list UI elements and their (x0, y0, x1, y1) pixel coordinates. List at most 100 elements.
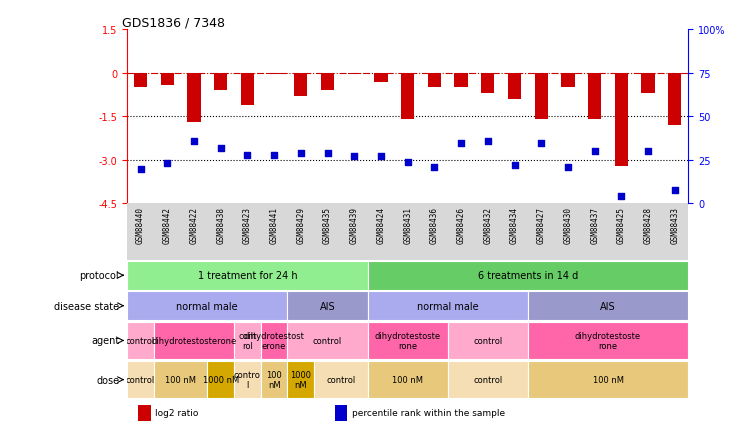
Point (589, 148, 601, 155)
Text: 100 nM: 100 nM (392, 375, 423, 384)
Bar (401, 74, 414, 120)
Text: GSM88427: GSM88427 (537, 207, 546, 244)
Point (669, 187, 681, 194)
Text: GSM88436: GSM88436 (430, 207, 439, 244)
Bar (528, 361, 688, 398)
Point (215, 145, 227, 152)
Text: 1000
nM: 1000 nM (290, 370, 311, 389)
Bar (668, 74, 681, 126)
Bar (367, 291, 528, 321)
Text: GSM88431: GSM88431 (403, 207, 412, 244)
Bar (127, 291, 287, 321)
Text: control: control (313, 336, 342, 345)
Bar (615, 74, 628, 166)
Text: control: control (473, 375, 503, 384)
Text: GSM88426: GSM88426 (456, 207, 465, 244)
Bar (588, 74, 601, 120)
Bar (294, 74, 307, 97)
Text: GSM88428: GSM88428 (643, 207, 652, 244)
Bar (127, 322, 154, 359)
Text: GSM88440: GSM88440 (136, 207, 145, 244)
Text: dihydrotestoste
rone: dihydrotestoste rone (575, 331, 641, 350)
Bar (528, 322, 688, 359)
Text: GSM88430: GSM88430 (563, 207, 572, 244)
Text: GDS1836 / 7348: GDS1836 / 7348 (121, 16, 224, 29)
Text: 1 treatment for 24 h: 1 treatment for 24 h (197, 271, 297, 280)
Bar (535, 74, 548, 120)
Text: control: control (326, 375, 355, 384)
Text: AIS: AIS (319, 301, 335, 311)
Bar (321, 74, 334, 91)
Text: GSM88422: GSM88422 (189, 207, 198, 244)
Bar (287, 322, 367, 359)
Point (509, 162, 521, 169)
Point (322, 150, 334, 157)
Text: GSM88442: GSM88442 (163, 207, 172, 244)
Text: GSM88441: GSM88441 (269, 207, 278, 244)
Text: control: control (126, 375, 155, 384)
Bar (234, 361, 261, 398)
Text: dihydrotestost
erone: dihydrotestost erone (244, 331, 304, 350)
Point (135, 166, 147, 173)
Bar (448, 322, 528, 359)
Bar (642, 74, 654, 94)
Text: contro
l: contro l (234, 370, 261, 389)
Point (536, 140, 548, 147)
Text: agent: agent (91, 336, 119, 345)
Text: control: control (126, 336, 155, 345)
Bar (374, 74, 387, 82)
Point (349, 154, 361, 161)
Bar (528, 291, 688, 321)
Text: GSM88429: GSM88429 (296, 207, 305, 244)
Text: dihydrotestoste
rone: dihydrotestoste rone (375, 331, 441, 350)
Text: GSM88434: GSM88434 (510, 207, 519, 244)
Point (402, 159, 414, 166)
Bar (241, 74, 254, 105)
Bar (335, 405, 347, 421)
Bar (314, 361, 367, 398)
Text: normal male: normal male (417, 301, 479, 311)
Point (268, 152, 280, 159)
Text: GSM88425: GSM88425 (617, 207, 626, 244)
Point (242, 152, 254, 159)
Bar (154, 361, 207, 398)
Bar (234, 322, 261, 359)
Bar (207, 361, 234, 398)
Bar (261, 361, 287, 398)
Point (375, 154, 387, 161)
Text: dihydrotestosterone: dihydrotestosterone (151, 336, 236, 345)
Text: GSM88439: GSM88439 (350, 207, 359, 244)
Bar (214, 74, 227, 91)
Bar (508, 74, 521, 100)
Text: 100 nM: 100 nM (592, 375, 624, 384)
Bar (261, 322, 287, 359)
Bar (367, 322, 448, 359)
Bar (455, 74, 468, 88)
Bar (138, 405, 151, 421)
Point (162, 161, 174, 168)
Bar (154, 322, 234, 359)
Point (295, 150, 307, 157)
Point (429, 164, 441, 171)
Bar (134, 74, 147, 88)
Text: GSM88433: GSM88433 (670, 207, 679, 244)
Text: cont
rol: cont rol (238, 331, 257, 350)
Bar (287, 291, 367, 321)
Bar (127, 361, 154, 398)
Point (562, 164, 574, 171)
Text: GSM88423: GSM88423 (243, 207, 252, 244)
Text: 100
nM: 100 nM (266, 370, 282, 389)
Point (482, 138, 494, 145)
Bar (187, 74, 200, 123)
Text: 100 nM: 100 nM (165, 375, 196, 384)
Text: disease state: disease state (54, 301, 119, 311)
Text: AIS: AIS (600, 301, 616, 311)
Text: GSM88432: GSM88432 (483, 207, 492, 244)
Text: GSM88438: GSM88438 (216, 207, 225, 244)
Text: dose: dose (96, 375, 119, 385)
Point (455, 140, 467, 147)
Bar (367, 361, 448, 398)
Text: control: control (473, 336, 503, 345)
Bar (348, 74, 361, 75)
Bar (428, 74, 441, 88)
